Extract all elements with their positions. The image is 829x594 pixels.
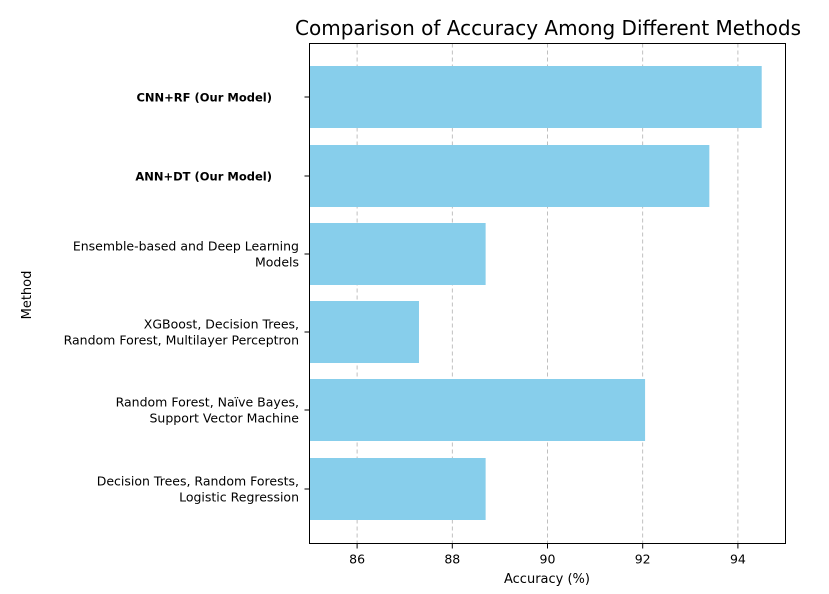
x-tick-label: 86: [349, 552, 365, 567]
bar: [309, 301, 419, 363]
y-tick-label: CNN+RF (Our Model): [136, 91, 272, 105]
y-tick-label: ANN+DT (Our Model): [135, 170, 272, 184]
bar: [309, 145, 710, 207]
y-axis-label: Method: [20, 271, 35, 320]
x-axis-ticks: 86 88 90 92 94: [349, 543, 746, 567]
bar: [309, 379, 646, 441]
bars: [309, 66, 762, 520]
x-axis-label: Accuracy (%): [504, 572, 590, 587]
x-tick-label: 88: [444, 552, 460, 567]
chart-title: Comparison of Accuracy Among Different M…: [295, 16, 801, 40]
x-tick-label: 94: [730, 552, 746, 567]
y-tick-label: XGBoost, Decision Trees, Random Forest, M…: [64, 317, 299, 348]
x-tick-label: 90: [540, 552, 556, 567]
y-tick-label: Ensemble-based and Deep Learning Models: [73, 239, 299, 270]
x-tick-label: 92: [635, 552, 651, 567]
y-tick-label: Random Forest, Naïve Bayes, Support Vecto…: [116, 395, 300, 426]
bar: [309, 458, 486, 520]
bar: [309, 66, 762, 128]
y-axis-ticks: CNN+RF (Our Model) ANN+DT (Our Model) Ense…: [64, 91, 310, 505]
y-tick-label: Decision Trees, Random Forests, Logistic …: [97, 474, 299, 505]
bar: [309, 223, 486, 285]
